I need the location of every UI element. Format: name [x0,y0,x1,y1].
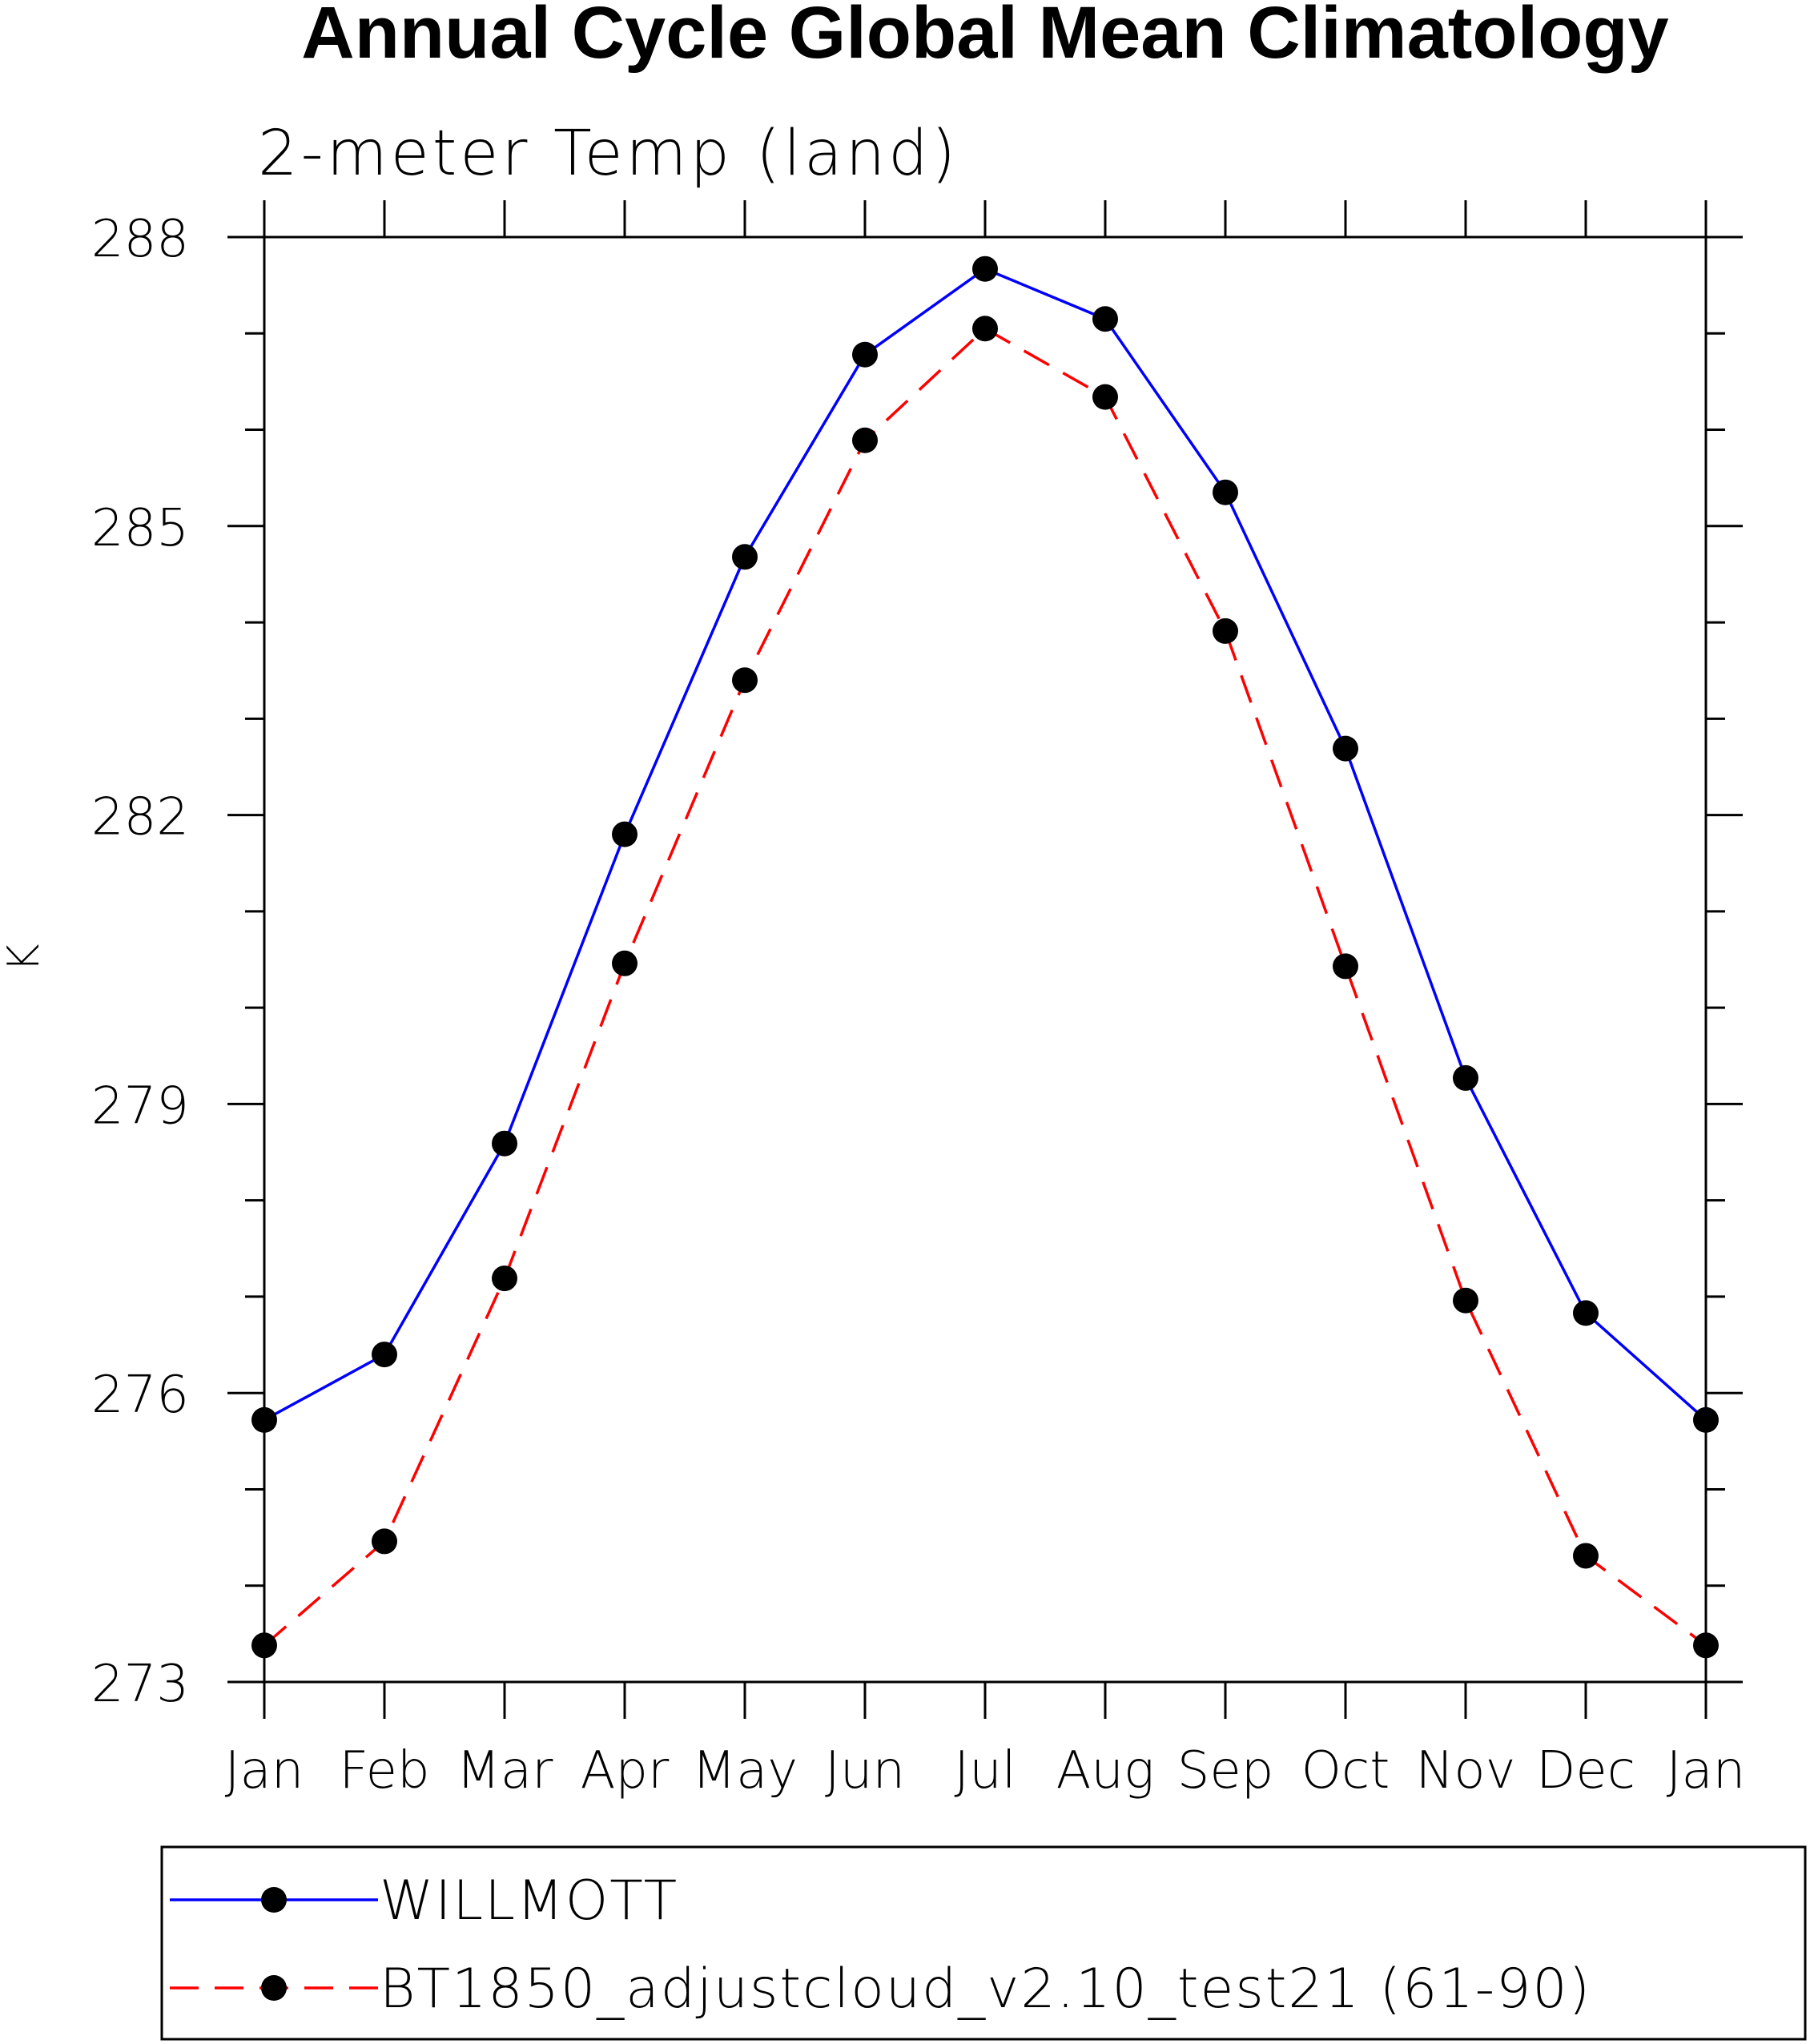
series-0-point [972,256,998,282]
x-tick-label: Feb [339,1741,429,1801]
x-tick-label: Apr [581,1741,670,1801]
series-1-point [372,1528,397,1555]
x-tick-label: Mar [457,1741,553,1801]
series-line-1 [263,327,1707,1647]
series-1-point [1213,618,1238,644]
series-0-point [251,1406,277,1433]
series-0-point [612,821,638,847]
y-tick-label: 279 [91,1076,189,1136]
x-tick-label: Jun [825,1741,905,1801]
legend-marker-bt1850 [261,1975,287,2001]
y-axis-label: K [0,944,49,972]
series-0-point [1333,735,1358,762]
y-tick-label: 276 [91,1366,189,1425]
x-tick-label: Oct [1301,1741,1390,1801]
series-1-point [1693,1632,1719,1659]
x-tick-label: Dec [1536,1741,1635,1801]
plot-border [263,235,1707,1684]
plot-frame [263,235,1707,1684]
y-tick-label: 273 [91,1655,189,1714]
series-1-point [852,427,878,453]
legend-box [160,1845,1807,2041]
series-1-point [972,316,998,342]
legend-label-willmott: WILLMOTT [380,1869,678,1933]
y-tick-label: 288 [91,210,189,269]
axis-ticks [227,200,1743,1719]
series-0-point [1092,306,1118,332]
legend-marker-willmott [261,1887,287,1913]
series-0-point [1693,1406,1719,1433]
legend-label-bt1850: BT1850_adjustcloud_v2.10_test21 (61-90) [380,1957,1591,2021]
series-1-point [1573,1543,1599,1569]
series-0-point [732,544,758,570]
x-tick-label: Sep [1177,1741,1274,1801]
x-tick-label: Aug [1056,1741,1155,1801]
x-tick-label: Jan [1667,1741,1746,1801]
legend: WILLMOTT BT1850_adjustcloud_v2.10_test21… [160,1845,1807,2041]
chart-title: Annual Cycle Global Mean Climatology [301,0,1668,74]
series-1-point [1333,953,1358,980]
series-1-point [612,950,638,976]
series-points [251,256,1719,1659]
series-0-point [1213,479,1238,505]
axis-tick-labels: Jan Feb Mar Apr May Jun Jul Aug Sep Oct Nov Dec Jan 2… [91,210,1745,1801]
series-0-point [1453,1064,1478,1091]
series-1-point [251,1632,277,1659]
series-1-point [492,1265,517,1292]
chart-subtitle: 2-meter Temp (land) [258,118,959,190]
series-1-point [732,667,758,694]
x-tick-label: Jul [954,1741,1016,1801]
series-1-point [1092,384,1118,410]
x-tick-label: May [692,1741,798,1801]
series-1-point [1453,1287,1478,1314]
series-0-point [492,1130,517,1157]
series-lines [263,267,1707,1647]
x-tick-label: Nov [1416,1741,1516,1801]
series-0-point [1573,1300,1599,1326]
series-0-point [852,341,878,368]
series-0-point [372,1342,397,1368]
x-tick-label: Jan [225,1741,304,1801]
series-line-0 [263,267,1707,1422]
y-tick-label: 285 [91,499,189,558]
y-tick-label: 282 [91,788,189,847]
